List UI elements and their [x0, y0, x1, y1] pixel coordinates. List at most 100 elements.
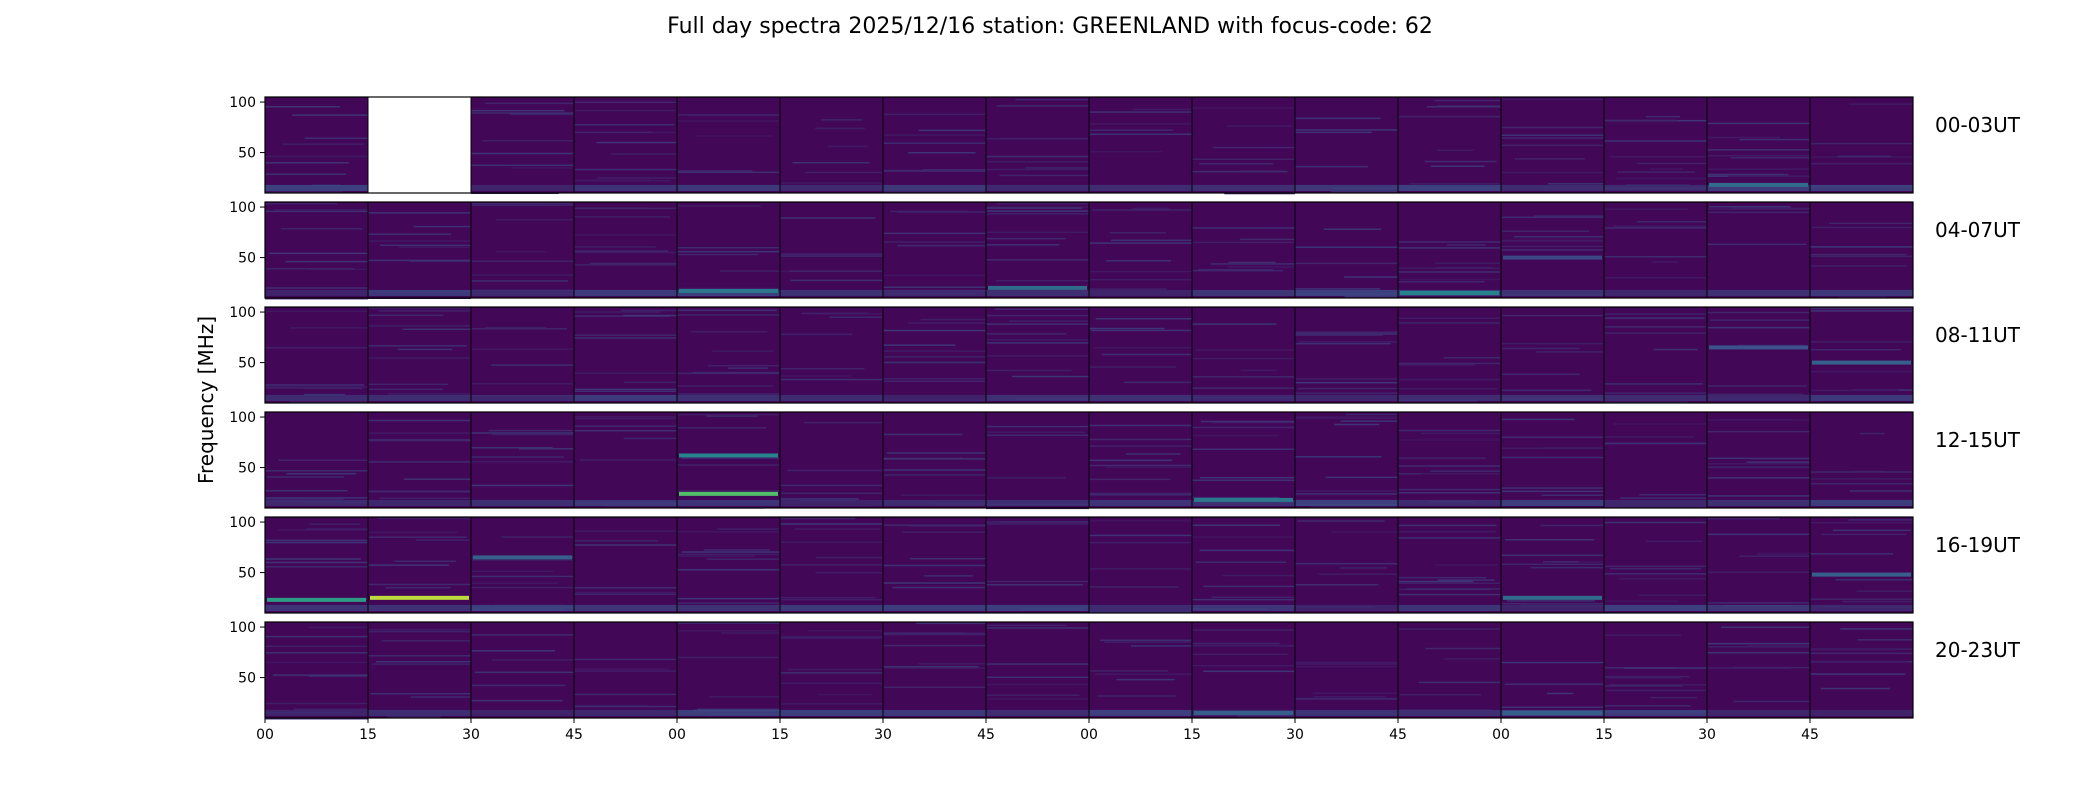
rfi-line	[1312, 692, 1398, 694]
rfi-line	[900, 494, 986, 496]
spectrogram-panel	[573, 96, 678, 194]
low-frequency-band	[1192, 604, 1295, 611]
rfi-line	[886, 452, 986, 454]
rfi-line	[677, 414, 780, 416]
rfi-line	[574, 530, 677, 532]
rfi-line	[1192, 170, 1288, 173]
rfi-line	[402, 328, 471, 331]
rfi-line	[293, 708, 368, 711]
rfi-line	[1707, 136, 1781, 139]
low-frequency-band	[1707, 604, 1810, 611]
rfi-line	[1089, 270, 1192, 273]
rfi-line	[1810, 255, 1913, 258]
rfi-line	[368, 461, 471, 463]
spectrogram-panel	[264, 621, 369, 720]
spectra-row: 50 100 12-15UT	[229, 410, 2021, 510]
low-frequency-band	[883, 184, 986, 191]
rfi-line	[1406, 588, 1501, 590]
rfi-line	[829, 316, 883, 318]
rfi-line	[1604, 634, 1682, 636]
rfi-line	[801, 312, 869, 315]
rfi-line	[1810, 348, 1901, 351]
rfi-line	[1295, 378, 1398, 380]
rfi-line	[265, 297, 368, 300]
rfi-line	[883, 582, 986, 584]
rfi-line	[471, 484, 574, 487]
rfi-line	[1398, 593, 1501, 596]
spectrogram-panel	[1397, 306, 1502, 404]
spectrogram-panel	[470, 411, 575, 509]
rfi-line	[611, 153, 677, 155]
rfi-line	[986, 323, 1089, 325]
rfi-line	[709, 696, 780, 698]
rfi-line	[1514, 683, 1604, 685]
spectrogram-panel	[779, 621, 884, 719]
rfi-line	[780, 564, 883, 566]
rfi-line	[574, 704, 650, 707]
rfi-line	[1192, 642, 1280, 645]
rfi-line	[780, 378, 883, 381]
rfi-line	[1707, 122, 1810, 125]
spectrogram-panel	[676, 621, 781, 719]
rfi-line	[368, 240, 471, 242]
rfi-line	[1295, 117, 1381, 120]
low-frequency-band	[986, 709, 1089, 716]
rfi-line	[574, 540, 658, 542]
rfi-line	[1093, 347, 1192, 349]
rfi-line	[1426, 105, 1501, 108]
emission-band	[988, 285, 1087, 290]
rfi-line	[780, 484, 883, 487]
low-frequency-band	[1707, 394, 1810, 401]
low-frequency-band	[265, 184, 368, 191]
rfi-line	[574, 131, 653, 134]
rfi-line	[1708, 205, 1791, 208]
panel-background	[986, 517, 1089, 613]
low-frequency-band	[1398, 394, 1501, 401]
rfi-line	[1200, 476, 1295, 479]
rfi-line	[492, 433, 574, 436]
rfi-line	[1227, 125, 1293, 127]
spectrogram-panel	[985, 411, 1090, 510]
rfi-line	[1707, 477, 1810, 479]
low-frequency-band	[265, 289, 368, 296]
rfi-line	[1295, 334, 1383, 336]
rfi-line	[995, 279, 1089, 282]
rfi-line	[1501, 389, 1592, 392]
x-tick-label: 15	[1595, 727, 1613, 743]
rfi-line	[677, 170, 753, 172]
low-frequency-band	[1501, 184, 1604, 191]
rfi-line	[265, 191, 343, 193]
panel-background	[574, 622, 677, 718]
rfi-line	[986, 425, 1089, 428]
rfi-line	[471, 684, 566, 687]
rfi-line	[986, 521, 1089, 523]
panel-background	[1810, 517, 1913, 613]
rfi-line	[897, 244, 986, 247]
panel-background	[1089, 622, 1192, 718]
rfi-line	[1192, 357, 1295, 360]
low-frequency-band	[883, 499, 986, 506]
rfi-line	[1501, 554, 1604, 557]
spectrogram-panel	[676, 306, 781, 404]
rfi-line	[1212, 146, 1295, 149]
rfi-line	[1192, 598, 1295, 601]
rfi-line	[1501, 418, 1575, 421]
panel-background	[471, 412, 574, 508]
rfi-line	[1089, 478, 1171, 481]
low-frequency-band	[574, 289, 677, 296]
rfi-line	[986, 698, 1089, 700]
low-frequency-band	[1501, 394, 1604, 401]
rfi-line	[368, 212, 471, 214]
rfi-line	[1429, 470, 1501, 472]
panel-background	[1604, 412, 1707, 508]
spectrogram-panel	[264, 306, 369, 404]
panel-background	[265, 202, 368, 298]
rfi-line	[574, 246, 656, 248]
rfi-line	[265, 106, 340, 108]
rfi-line	[292, 114, 368, 116]
panel-background	[1398, 202, 1501, 298]
rfi-line	[1398, 247, 1501, 249]
rfi-line	[1604, 326, 1706, 328]
rfi-line	[574, 693, 677, 696]
rfi-line	[1089, 111, 1192, 113]
